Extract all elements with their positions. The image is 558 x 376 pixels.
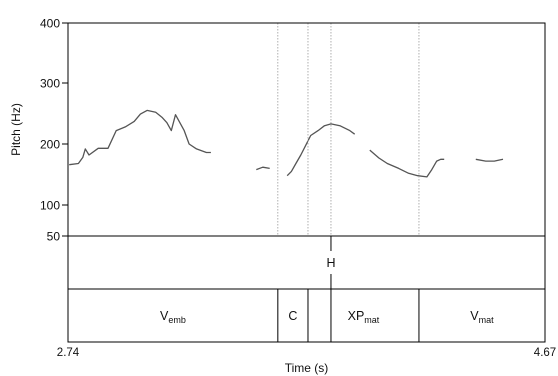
pitch-segment-3 [286, 123, 356, 177]
word-label-1: Vemb [160, 309, 186, 325]
y-axis: 50 100 200 300 400 [40, 17, 68, 244]
pitch-segment-2 [256, 166, 270, 171]
pitch-segment-1 [69, 109, 211, 166]
word-label-2: C [288, 309, 297, 323]
tier-lines [68, 235, 545, 342]
pitch-segment-5 [475, 158, 504, 162]
y-tick-label-300: 300 [40, 77, 60, 91]
word-label-3: XPmat [348, 309, 380, 325]
y-tick-label-400: 400 [40, 17, 60, 31]
y-tick-label-200: 200 [40, 138, 60, 152]
pitch-curves [69, 109, 504, 178]
plot-frame [67, 22, 546, 343]
x-tick-label-start: 2.74 [57, 347, 80, 359]
frame-border [67, 22, 546, 343]
boundary-lines [277, 23, 420, 236]
x-axis-title: Time (s) [285, 361, 329, 375]
pitch-segment-4 [369, 149, 445, 178]
axis-labels: 2.74 4.67 Time (s) Pitch (Hz) [9, 103, 556, 375]
y-axis-title: Pitch (Hz) [9, 103, 23, 156]
x-tick-label-end: 4.67 [534, 347, 556, 359]
tier-labels: H Vemb C XPmat Vmat [160, 256, 494, 325]
word-label-4: Vmat [470, 309, 494, 325]
y-tick-label-50: 50 [47, 230, 61, 244]
tone-label-1: H [326, 256, 335, 270]
y-tick-label-100: 100 [40, 199, 60, 213]
